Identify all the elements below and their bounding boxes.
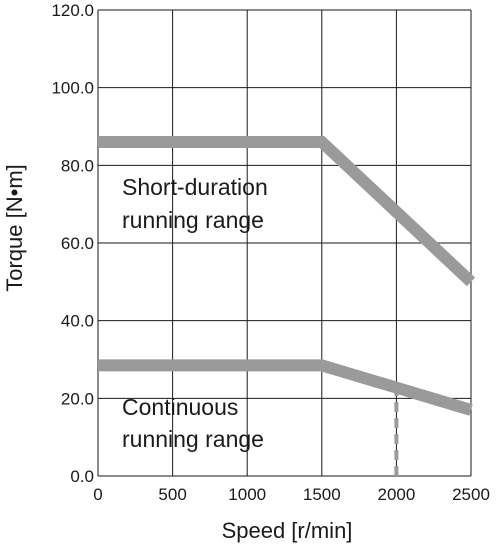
- y-tick-label: 80.0: [61, 156, 94, 175]
- y-axis-label: Torque [N•m]: [2, 164, 27, 292]
- y-tick-label: 40.0: [61, 312, 94, 331]
- short-duration-label-line2: running range: [122, 207, 264, 233]
- x-tick-label: 1000: [228, 485, 266, 504]
- y-tick-label: 0.0: [70, 467, 94, 486]
- y-tick-label: 120.0: [51, 1, 94, 20]
- x-tick-label: 2500: [452, 485, 490, 504]
- continuous-range-line: [98, 359, 473, 416]
- x-tick-label: 2000: [377, 485, 415, 504]
- short-duration-range-line: [98, 136, 476, 287]
- short-duration-label-line1: Short-duration: [122, 174, 268, 200]
- continuous-label-line1: Continuous: [122, 394, 238, 420]
- x-tick-label: 500: [158, 485, 186, 504]
- x-tick-label: 1500: [303, 485, 341, 504]
- continuous-label-line2: running range: [122, 426, 264, 452]
- y-tick-label: 20.0: [61, 389, 94, 408]
- series-group: [98, 136, 476, 476]
- x-tick-label: 0: [93, 485, 102, 504]
- y-tick-label: 100.0: [51, 79, 94, 98]
- grid: [97, 9, 472, 477]
- tick-labels: 0 500 1000 1500 2000 2500 0.0 20.0 40.0 60.0 80.0 1…: [51, 1, 489, 504]
- x-axis-label: Speed [r/min]: [222, 518, 353, 543]
- y-tick-label: 60.0: [61, 234, 94, 253]
